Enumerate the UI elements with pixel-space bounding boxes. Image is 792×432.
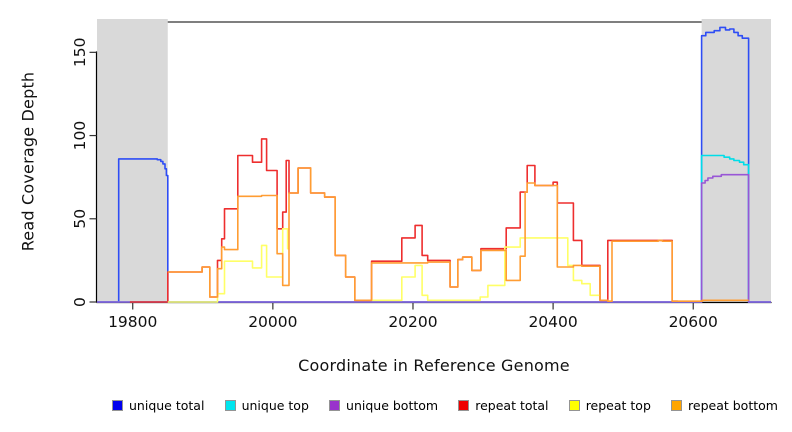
series-unique-total	[97, 26, 771, 303]
legend-label: unique top	[241, 398, 309, 413]
series-repeat-top	[167, 228, 600, 303]
legend-label: unique total	[129, 398, 205, 413]
legend: unique total unique top unique bottom re…	[0, 398, 792, 413]
unique-top-swatch-icon	[224, 400, 236, 411]
legend-label: unique bottom	[346, 398, 439, 413]
y-tick-label: 150	[71, 38, 89, 68]
legend-item-unique-total: unique total	[112, 398, 205, 413]
legend-item-unique-bottom: unique bottom	[329, 398, 439, 413]
repeat-top-swatch-icon	[568, 400, 580, 411]
unique-bottom-swatch-icon	[329, 400, 341, 411]
x-tick-label: 20200	[388, 313, 437, 331]
x-axis-title: Coordinate in Reference Genome	[298, 356, 570, 375]
x-tick-label: 19800	[108, 313, 157, 331]
masked-region	[97, 19, 168, 302]
legend-label: repeat top	[585, 398, 651, 413]
y-tick-label: 0	[71, 297, 89, 307]
legend-item-repeat-bottom: repeat bottom	[671, 398, 778, 413]
series-unique-top	[97, 154, 771, 303]
y-axis-title: Read Coverage Depth	[18, 71, 38, 252]
legend-item-repeat-total: repeat total	[458, 398, 549, 413]
repeat-bottom-swatch-icon	[671, 400, 683, 411]
legend-label: repeat total	[475, 398, 549, 413]
series-unique-bottom	[97, 173, 771, 303]
legend-label: repeat bottom	[688, 398, 778, 413]
x-tick-label: 20600	[669, 313, 718, 331]
x-tick-label: 20000	[248, 313, 297, 331]
x-tick-label: 20400	[528, 313, 577, 331]
legend-item-repeat-top: repeat top	[568, 398, 651, 413]
plot-canvas: 19800 20000 20200 20400 20600 0 50 100 150	[71, 19, 772, 331]
unique-total-swatch-icon	[112, 400, 123, 411]
y-tick-label: 100	[71, 121, 89, 151]
legend-item-unique-top: unique top	[224, 398, 309, 413]
y-tick-label: 50	[71, 209, 89, 229]
repeat-total-swatch-icon	[458, 400, 470, 411]
series-repeat-bottom	[167, 167, 749, 302]
